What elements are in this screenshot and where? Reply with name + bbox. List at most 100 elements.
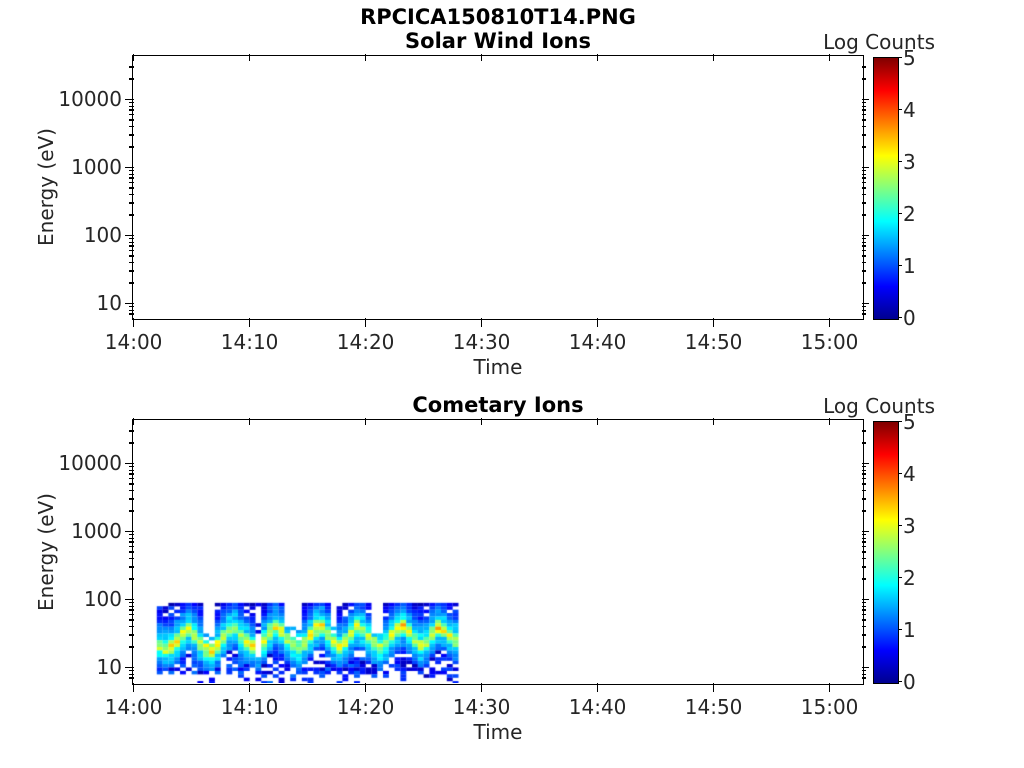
y-minor-tick <box>128 78 134 80</box>
x-tick-top <box>248 417 251 425</box>
y-minor-tick <box>128 625 134 628</box>
colorbar-tick-label: 1 <box>903 253 916 278</box>
y-tick <box>124 98 134 101</box>
x-tick-label: 15:00 <box>800 695 859 719</box>
colorbar-tick-label: 5 <box>903 409 916 434</box>
y-minor-tick-right <box>862 551 867 553</box>
y-minor-tick <box>128 609 134 611</box>
y-minor-tick-right <box>862 306 867 308</box>
y-minor-tick-right <box>862 146 867 148</box>
y-minor-tick <box>128 498 134 500</box>
y-tick-label: 10 <box>96 655 122 680</box>
plot1-colorbar <box>873 57 899 320</box>
y-tick <box>124 234 134 237</box>
colorbar-tick <box>898 108 902 111</box>
y-minor-tick-right <box>862 119 867 121</box>
y-tick-right <box>862 666 870 669</box>
y-tick-right <box>862 98 870 101</box>
x-tick-top <box>132 53 135 61</box>
x-tick-label: 14:50 <box>684 330 743 354</box>
y-minor-tick <box>128 214 134 216</box>
y-tick-label: 10000 <box>58 451 122 476</box>
y-minor-tick-right <box>862 177 867 179</box>
y-minor-tick <box>128 578 134 580</box>
y-minor-tick <box>128 109 134 111</box>
colorbar-tick <box>898 576 902 579</box>
colorbar-tick-label: 4 <box>903 97 916 122</box>
y-minor-tick-right <box>862 673 867 675</box>
y-minor-tick <box>128 119 134 121</box>
plot2-xlabel: Time <box>473 720 523 744</box>
plot2-frame <box>132 419 864 685</box>
y-minor-tick-right <box>862 670 867 672</box>
x-tick-label: 14:30 <box>452 695 511 719</box>
y-tick-right <box>862 302 870 305</box>
colorbar-tick <box>898 420 902 423</box>
y-minor-tick <box>128 605 134 607</box>
y-tick-label: 1000 <box>71 519 122 544</box>
colorbar-tick-label: 1 <box>903 617 916 642</box>
x-tick-label: 14:30 <box>452 330 511 354</box>
y-minor-tick-right <box>862 466 867 468</box>
x-tick <box>596 318 599 328</box>
x-tick <box>828 683 831 693</box>
x-tick-label: 14:50 <box>684 695 743 719</box>
x-tick-top <box>248 53 251 61</box>
y-minor-tick-right <box>862 309 867 311</box>
solar-wind-spectrogram-canvas <box>134 57 862 318</box>
y-minor-tick <box>128 309 134 311</box>
y-minor-tick <box>128 489 134 492</box>
y-minor-tick <box>128 255 134 257</box>
x-tick <box>132 318 135 328</box>
x-tick-top <box>596 53 599 61</box>
colorbar-tick <box>898 628 902 631</box>
y-tick-label: 100 <box>83 587 122 612</box>
y-minor-tick <box>128 193 134 196</box>
y-minor-tick <box>128 182 134 184</box>
y-minor-tick-right <box>862 238 867 240</box>
y-tick <box>124 462 134 465</box>
y-minor-tick-right <box>862 170 867 172</box>
y-minor-tick-right <box>862 677 867 679</box>
x-tick-label: 14:10 <box>220 330 279 354</box>
y-tick <box>124 530 134 533</box>
y-minor-tick <box>128 473 134 475</box>
y-minor-tick <box>128 114 134 116</box>
y-tick-right <box>862 598 870 601</box>
plot1-frame <box>132 55 864 320</box>
y-minor-tick <box>128 430 134 432</box>
y-minor-tick <box>128 646 134 648</box>
y-minor-tick <box>128 306 134 308</box>
y-minor-tick-right <box>862 105 867 107</box>
y-tick <box>124 598 134 601</box>
y-minor-tick <box>128 466 134 468</box>
x-tick-top <box>364 53 367 61</box>
y-tick-label: 10000 <box>58 87 122 112</box>
colorbar-tick-label: 0 <box>903 305 916 330</box>
x-tick-label: 14:00 <box>104 695 163 719</box>
y-minor-tick <box>128 173 134 175</box>
y-tick-right <box>862 530 870 533</box>
y-minor-tick <box>128 619 134 621</box>
y-minor-tick-right <box>862 430 867 432</box>
colorbar-tick <box>898 680 902 683</box>
y-minor-tick <box>128 282 134 284</box>
y-minor-tick <box>128 478 134 480</box>
x-tick <box>248 683 251 693</box>
colorbar-tick <box>898 264 902 267</box>
y-minor-tick-right <box>862 187 867 189</box>
x-tick-label: 14:20 <box>336 695 395 719</box>
x-tick <box>480 683 483 693</box>
y-minor-tick <box>128 250 134 252</box>
x-tick-top <box>480 417 483 425</box>
y-minor-tick-right <box>862 182 867 184</box>
x-tick <box>364 318 367 328</box>
y-minor-tick <box>128 202 134 204</box>
x-tick <box>248 318 251 328</box>
colorbar-tick-label: 4 <box>903 461 916 486</box>
y-minor-tick-right <box>862 646 867 648</box>
y-minor-tick <box>128 510 134 512</box>
y-tick-right <box>862 234 870 237</box>
y-minor-tick <box>128 673 134 675</box>
y-minor-tick <box>128 534 134 536</box>
